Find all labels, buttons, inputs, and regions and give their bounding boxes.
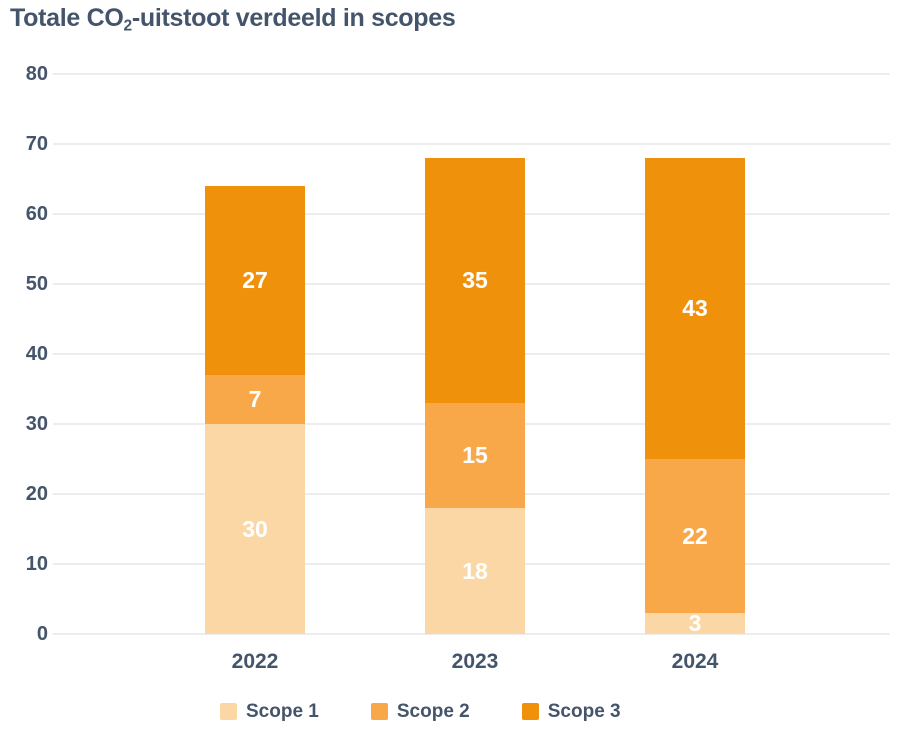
legend-label: Scope 3 <box>547 701 621 722</box>
y-axis-tick-label-80: 80 <box>25 63 48 85</box>
x-axis-label-2023: 2023 <box>451 650 499 673</box>
legend-swatch-scope-1 <box>220 703 237 720</box>
y-axis-tick-label-40: 40 <box>25 343 48 365</box>
chart-title-subscript: 2 <box>123 17 133 35</box>
bar-segment-scope-2: 22 <box>645 459 745 613</box>
legend-swatch-scope-2 <box>370 703 388 720</box>
legend-label: Scope 2 <box>396 701 470 722</box>
y-axis-tick-label-70: 70 <box>25 133 48 155</box>
gridline-80 <box>53 73 890 75</box>
bar-segment-scope-1: 3 <box>645 610 745 636</box>
bar-segment-scope-1: 18 <box>425 508 525 634</box>
bar-value-label: 7 <box>248 386 262 412</box>
x-axis-label-2022: 2022 <box>231 650 279 673</box>
x-axis-label-2024: 2024 <box>671 650 719 673</box>
legend-label: Scope 1 <box>246 701 319 722</box>
bar-segment-scope-3: 35 <box>425 158 525 403</box>
bar-value-label: 3 <box>688 610 702 636</box>
legend-item-scope-1: Scope 1 <box>220 702 319 721</box>
bar-2024: 3 22 43 <box>645 158 745 636</box>
bar-value-label: 22 <box>682 522 708 549</box>
bar-value-label: 27 <box>242 267 268 293</box>
y-axis-tick-label-50: 50 <box>25 273 48 295</box>
y-axis-tick-label-60: 60 <box>25 203 48 225</box>
chart-title: Totale CO2-uitstoot verdeeld in scopes <box>10 4 456 35</box>
y-axis-tick-label-0: 0 <box>36 623 48 645</box>
chart-title-text-rest: -uitstoot verdeeld in scopes <box>131 4 456 32</box>
bar-value-label: 43 <box>682 295 708 321</box>
chart-title-text: Totale CO <box>10 4 124 32</box>
bar-value-label: 30 <box>242 515 268 542</box>
y-axis-tick-label-30: 30 <box>25 413 48 435</box>
bar-2022: 30 7 27 <box>205 186 305 634</box>
bar-segment-scope-2: 7 <box>205 375 305 424</box>
gridline-70 <box>53 143 890 145</box>
bar-segment-scope-1: 30 <box>205 424 305 634</box>
bar-value-label: 15 <box>462 442 488 468</box>
bar-value-label: 18 <box>462 557 488 584</box>
bar-2023: 18 15 35 <box>425 158 525 634</box>
legend-item-scope-2: Scope 2 <box>370 701 470 722</box>
bar-segment-scope-3: 43 <box>645 158 745 459</box>
gridline-0 <box>53 633 890 635</box>
legend-swatch-scope-3 <box>521 703 539 720</box>
bar-value-label: 35 <box>462 267 488 293</box>
legend: Scope 1 Scope 2 Scope 3 <box>220 702 621 721</box>
y-axis-tick-label-20: 20 <box>25 483 48 505</box>
bar-segment-scope-2: 15 <box>425 403 525 508</box>
bar-segment-scope-3: 27 <box>205 186 305 375</box>
y-axis-tick-label-10: 10 <box>25 553 48 575</box>
legend-item-scope-3: Scope 3 <box>521 701 621 722</box>
